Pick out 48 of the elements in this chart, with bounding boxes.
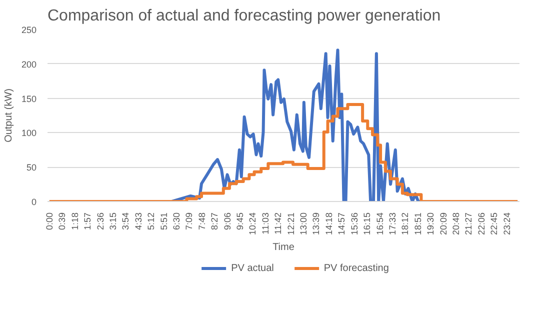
x-tick-label: 7:48	[196, 212, 207, 230]
x-tick-label: 0:39	[57, 212, 68, 230]
y-tick-label: 250	[21, 25, 37, 35]
x-tick-label: 3:54	[120, 212, 131, 230]
y-tick-label: 200	[21, 59, 37, 70]
y-tick-label: 150	[21, 94, 37, 104]
x-tick-label: 22:06	[476, 212, 486, 236]
x-tick-label: 8:27	[210, 212, 220, 230]
y-axis-title: Output (kW)	[3, 88, 14, 142]
x-tick-label: 16:15	[362, 212, 372, 236]
chart-title: Comparison of actual and forecasting power generation	[48, 8, 441, 24]
x-tick-label: 3:15	[108, 212, 118, 230]
x-tick-label: 13:00	[298, 212, 309, 236]
x-tick-label: 22:45	[489, 212, 500, 236]
x-tick-label: 23:24	[502, 212, 512, 236]
x-tick-label: 10:24	[248, 212, 258, 236]
x-tick-label: 14:57	[336, 212, 347, 236]
x-tick-label: 0:00	[44, 212, 54, 230]
y-tick-label: 0	[31, 197, 37, 207]
x-tick-label: 5:12	[146, 212, 156, 230]
x-tick-label: 18:12	[400, 212, 410, 236]
legend-label: PV actual	[231, 262, 274, 274]
x-tick-label: 14:18	[324, 212, 334, 236]
x-tick-label: 2:36	[95, 212, 106, 230]
x-tick-label: 9:45	[235, 212, 246, 230]
x-tick-label: 21:27	[464, 212, 474, 236]
x-tick-label: 4:33	[133, 212, 144, 230]
y-tick-label: 50	[26, 162, 37, 173]
x-tick-label: 12:21	[286, 212, 296, 236]
x-tick-label: 6:30	[171, 212, 182, 230]
x-tick-label: 20:48	[450, 212, 461, 236]
x-tick-label: 5:51	[158, 212, 169, 230]
x-tick-label: 1:57	[82, 212, 93, 230]
x-tick-label: 9:06	[222, 212, 232, 230]
y-tick-label: 100	[21, 128, 37, 138]
x-tick-label: 7:09	[184, 212, 194, 230]
x-tick-label: 11:42	[273, 212, 284, 234]
x-tick-label: 11:03	[260, 212, 270, 234]
x-tick-label: 15:36	[349, 212, 360, 236]
x-tick-label: 1:18	[70, 212, 80, 230]
x-tick-label: 13:39	[311, 212, 322, 236]
x-tick-label: 18:51	[412, 212, 423, 236]
x-axis-title: Time	[272, 242, 295, 254]
x-tick-label: 20:09	[438, 212, 448, 236]
x-tick-label: 17:33	[387, 212, 398, 236]
legend-label: PV forecasting	[324, 262, 389, 274]
x-tick-label: 19:30	[426, 212, 436, 236]
x-tick-label: 16:54	[374, 212, 385, 236]
